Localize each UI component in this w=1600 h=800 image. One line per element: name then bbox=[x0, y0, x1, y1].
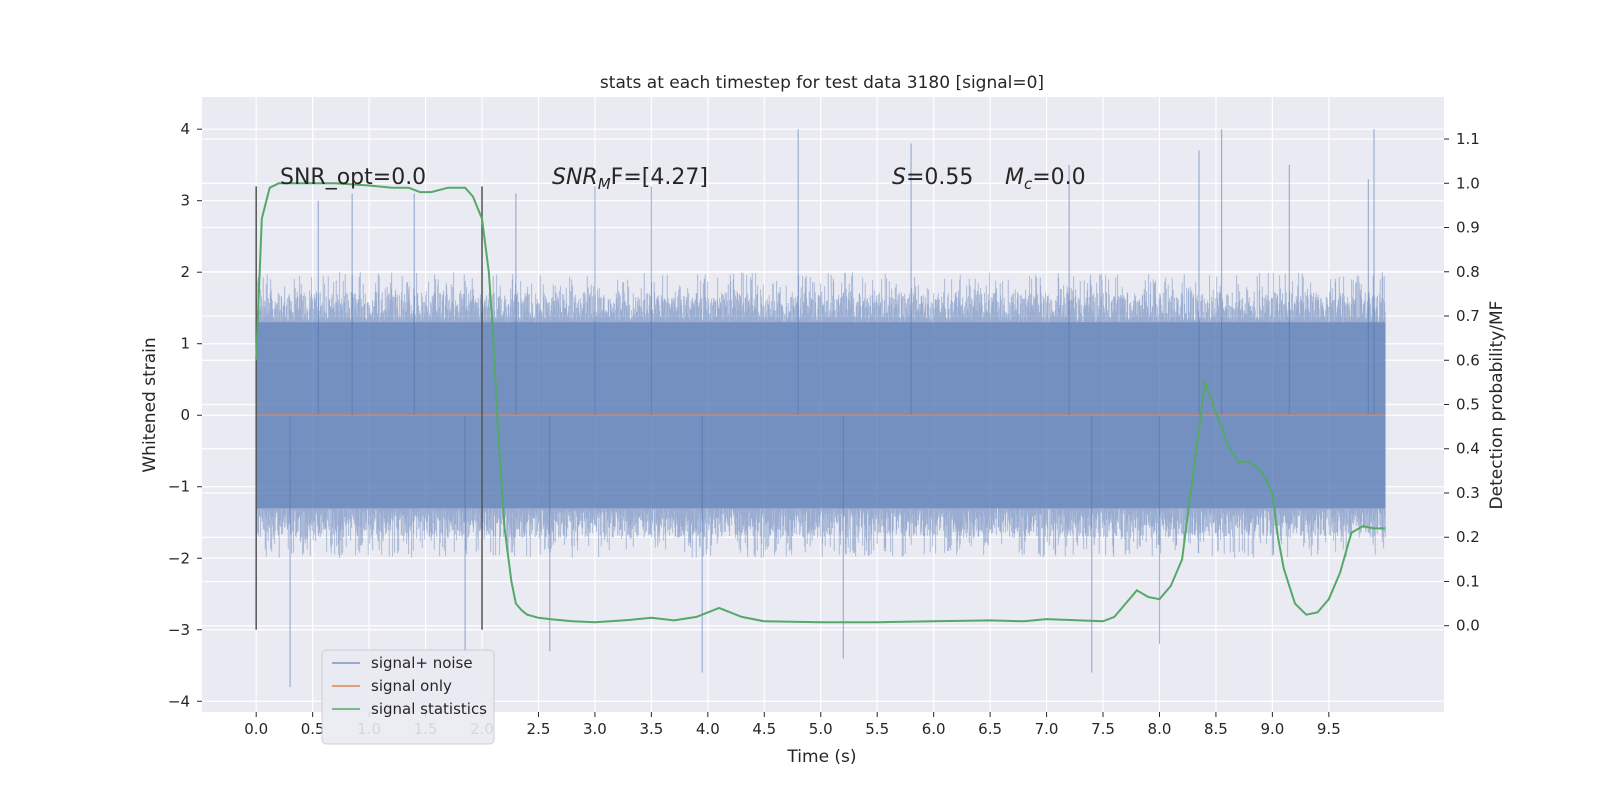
y-right-tick-label: 1.0 bbox=[1456, 174, 1480, 192]
x-tick-label: 5.0 bbox=[809, 720, 833, 738]
y-right-tick-label: 0.3 bbox=[1456, 484, 1480, 502]
x-tick-label: 5.5 bbox=[865, 720, 889, 738]
x-tick-label: 8.0 bbox=[1148, 720, 1172, 738]
legend-label-signal-statistics: signal statistics bbox=[371, 700, 487, 718]
mc-annotation: Mc=0.0 bbox=[1005, 165, 1086, 193]
legend-label-signal-noise: signal+ noise bbox=[371, 654, 473, 672]
y-tick-label: −1 bbox=[168, 478, 190, 496]
y-right-tick-label: 0.7 bbox=[1456, 307, 1480, 325]
x-tick-label: 9.5 bbox=[1317, 720, 1341, 738]
legend: signal+ noise signal only signal statist… bbox=[321, 649, 495, 745]
y-axis-ticks: 4 3 2 1 0 −1 −2 −3 −4 bbox=[168, 120, 202, 710]
y-tick-label: 1 bbox=[180, 335, 190, 353]
y-right-tick-label: 1.1 bbox=[1456, 130, 1480, 148]
y-tick-label: 3 bbox=[180, 192, 190, 210]
y-right-tick-label: 0.2 bbox=[1456, 528, 1480, 546]
x-tick-label: 9.0 bbox=[1260, 720, 1284, 738]
y-axis-label: Whitened strain bbox=[140, 337, 160, 472]
snr-mf-label: SNR bbox=[552, 165, 598, 190]
snr-opt-annotation: SNR_opt=0.0 bbox=[280, 165, 426, 190]
y-right-tick-label: 0.8 bbox=[1456, 263, 1480, 281]
y-right-tick-label: 0.5 bbox=[1456, 396, 1480, 414]
y-right-axis-label: Detection probability/MF bbox=[1487, 301, 1507, 510]
x-tick-label: 3.5 bbox=[639, 720, 663, 738]
y-tick-label: 2 bbox=[180, 263, 190, 281]
snr-mf-annotation: SNRMF=[4.27] bbox=[552, 165, 708, 193]
s-label: S bbox=[892, 165, 906, 190]
y-tick-label: −2 bbox=[168, 549, 190, 567]
s-annotation: S=0.55 bbox=[892, 165, 973, 190]
snr-mf-value: F=[4.27] bbox=[611, 165, 708, 190]
x-axis-label: Time (s) bbox=[786, 747, 856, 767]
x-tick-label: 3.0 bbox=[583, 720, 607, 738]
y-right-axis-ticks: 1.1 1.0 0.9 0.8 0.7 0.6 0.5 0.4 0.3 0.2 0.1 0.0 bbox=[1444, 130, 1480, 635]
y-tick-label: 4 bbox=[180, 120, 190, 138]
legend-label-signal-only: signal only bbox=[371, 677, 452, 695]
x-tick-label: 4.0 bbox=[696, 720, 720, 738]
signal-statistics-series bbox=[255, 182, 1386, 624]
y-right-tick-label: 0.9 bbox=[1456, 219, 1480, 237]
legend-box bbox=[321, 649, 495, 745]
mc-value: =0.0 bbox=[1032, 165, 1085, 190]
mc-subscript: c bbox=[1024, 175, 1033, 193]
x-tick-label: 6.0 bbox=[922, 720, 946, 738]
y-right-tick-label: 0.1 bbox=[1456, 572, 1480, 590]
x-tick-label: 7.5 bbox=[1091, 720, 1115, 738]
x-tick-label: 8.5 bbox=[1204, 720, 1228, 738]
y-tick-label: −4 bbox=[168, 692, 190, 710]
y-right-tick-label: 0.6 bbox=[1456, 351, 1480, 369]
mc-label: M bbox=[1005, 165, 1024, 190]
snr-mf-subscript: M bbox=[598, 175, 611, 193]
y-tick-label: 0 bbox=[180, 406, 190, 424]
x-tick-label: 2.5 bbox=[527, 720, 551, 738]
window-markers bbox=[255, 186, 483, 630]
y-right-tick-label: 0.0 bbox=[1456, 617, 1480, 635]
x-tick-label: 7.0 bbox=[1035, 720, 1059, 738]
y-tick-label: −3 bbox=[168, 621, 190, 639]
y-right-tick-label: 0.4 bbox=[1456, 440, 1480, 458]
x-tick-label: 0.0 bbox=[244, 720, 268, 738]
x-tick-label: 4.5 bbox=[752, 720, 776, 738]
s-value: =0.55 bbox=[906, 165, 973, 190]
x-tick-label: 0.5 bbox=[301, 720, 325, 738]
x-tick-label: 6.5 bbox=[978, 720, 1002, 738]
chart-title: stats at each timestep for test data 318… bbox=[600, 73, 1044, 93]
